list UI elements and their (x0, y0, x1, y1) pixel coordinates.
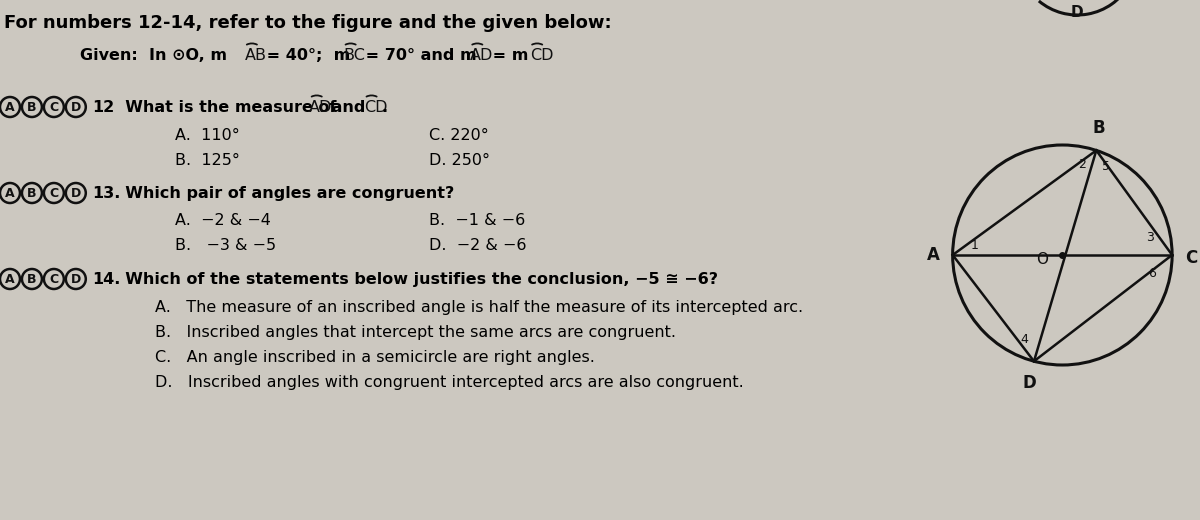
Text: B: B (28, 272, 37, 285)
Text: B.  −1 & −6: B. −1 & −6 (428, 213, 526, 228)
Text: AB: AB (245, 48, 266, 63)
Text: A: A (5, 187, 14, 200)
Text: B: B (28, 187, 37, 200)
Text: What is the measure of: What is the measure of (114, 100, 342, 115)
Text: A.  110°: A. 110° (174, 128, 239, 143)
Text: AD: AD (470, 48, 493, 63)
Text: Which of the statements below justifies the conclusion, −5 ≅ −6?: Which of the statements below justifies … (114, 272, 718, 287)
Text: = m: = m (487, 48, 534, 63)
Text: and: and (326, 100, 371, 115)
Text: D: D (1022, 374, 1036, 392)
Text: B: B (28, 100, 37, 113)
Text: D: D (71, 272, 80, 285)
Text: A: A (5, 272, 14, 285)
Text: B.   −3 & −5: B. −3 & −5 (174, 238, 276, 253)
Text: CD: CD (529, 48, 553, 63)
Text: 6: 6 (1148, 267, 1156, 280)
Text: A.  −2 & −4: A. −2 & −4 (174, 213, 270, 228)
Text: D: D (71, 187, 80, 200)
Text: AD: AD (310, 100, 332, 115)
Text: = 40°;  m: = 40°; m (262, 48, 356, 63)
Text: B.  125°: B. 125° (174, 153, 240, 168)
Text: C. 220°: C. 220° (428, 128, 488, 143)
Text: = 70° and m: = 70° and m (360, 48, 482, 63)
Text: C.   An angle inscribed in a semicircle are right angles.: C. An angle inscribed in a semicircle ar… (155, 350, 594, 365)
Text: For numbers 12-14, refer to the figure and the given below:: For numbers 12-14, refer to the figure a… (4, 14, 612, 32)
Text: D: D (1072, 5, 1084, 20)
Text: D: D (71, 100, 80, 113)
Text: BC: BC (343, 48, 365, 63)
Text: 3: 3 (1146, 230, 1154, 243)
Text: C: C (49, 187, 59, 200)
Text: 1: 1 (971, 239, 978, 252)
Text: D.   Inscribed angles with congruent intercepted arcs are also congruent.: D. Inscribed angles with congruent inter… (155, 375, 743, 390)
Text: Given:  In ⊙O, m: Given: In ⊙O, m (80, 48, 233, 63)
Text: C: C (1186, 249, 1198, 267)
Text: B.   Inscribed angles that intercept the same arcs are congruent.: B. Inscribed angles that intercept the s… (155, 325, 676, 340)
Text: 13.: 13. (91, 186, 120, 201)
Text: 14.: 14. (91, 272, 120, 287)
Text: D. 250°: D. 250° (428, 153, 490, 168)
Text: C: C (49, 272, 59, 285)
Text: Which pair of angles are congruent?: Which pair of angles are congruent? (114, 186, 454, 201)
Text: D.  −2 & −6: D. −2 & −6 (428, 238, 527, 253)
Text: B: B (1093, 120, 1105, 137)
Text: .: . (382, 100, 388, 115)
Text: 12: 12 (91, 100, 114, 115)
Text: C: C (49, 100, 59, 113)
Text: 2: 2 (1079, 158, 1086, 171)
Text: A: A (5, 100, 14, 113)
Text: O: O (1037, 252, 1049, 267)
Text: A: A (926, 246, 940, 264)
Text: 4: 4 (1020, 333, 1028, 346)
Text: 5: 5 (1103, 160, 1110, 173)
Text: CD: CD (364, 100, 388, 115)
Text: A.   The measure of an inscribed angle is half the measure of its intercepted ar: A. The measure of an inscribed angle is … (155, 300, 803, 315)
